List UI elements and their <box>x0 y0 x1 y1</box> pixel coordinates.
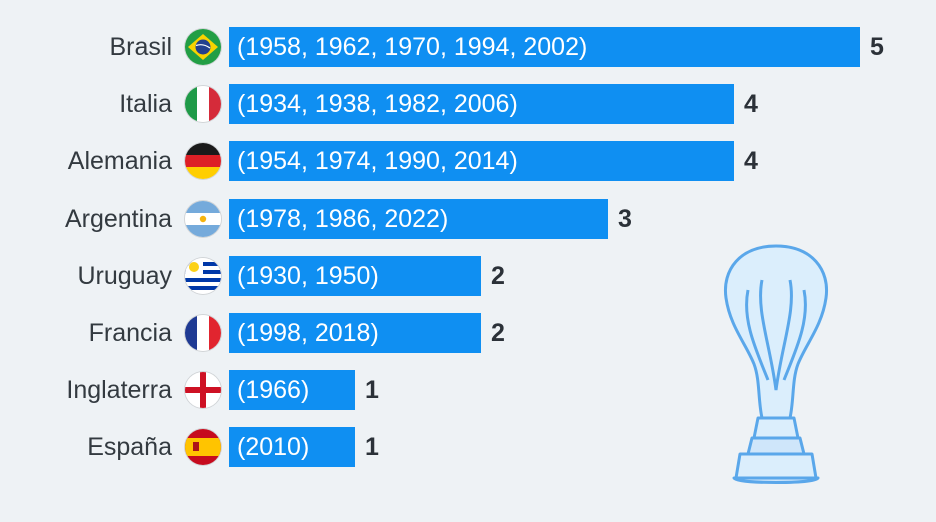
country-label-italia: Italia <box>119 90 172 118</box>
bar-francia: (1998, 2018) <box>229 313 481 353</box>
england-flag-icon <box>185 372 221 408</box>
value-label-uruguay: 2 <box>491 262 505 290</box>
world-cup-trophy-icon <box>723 244 829 484</box>
bar-inglaterra: (1966) <box>229 370 355 410</box>
value-label-francia: 2 <box>491 319 505 347</box>
country-label-argentina: Argentina <box>64 205 172 233</box>
uruguay-flag-icon <box>185 258 221 294</box>
bar-years-label: (1954, 1974, 1990, 2014) <box>237 147 518 175</box>
country-label-espana: España <box>87 433 172 461</box>
country-label-francia: Francia <box>88 319 172 347</box>
bar-years-label: (1966) <box>237 376 310 404</box>
bar-argentina: (1978, 1986, 2022) <box>229 199 608 239</box>
value-label-brasil: 5 <box>870 33 884 61</box>
italy-flag-icon <box>185 86 221 122</box>
bar-years-label: (1958, 1962, 1970, 1994, 2002) <box>237 33 588 61</box>
bar-years-label: (1930, 1950) <box>237 262 379 290</box>
argentina-flag-icon <box>185 201 221 237</box>
bar-espana: (2010) <box>229 427 355 467</box>
bar-years-label: (2010) <box>237 433 310 461</box>
value-label-alemania: 4 <box>744 147 758 175</box>
brazil-flag-icon <box>185 29 221 65</box>
bar-uruguay: (1930, 1950) <box>229 256 481 296</box>
country-label-inglaterra: Inglaterra <box>66 376 172 404</box>
country-label-uruguay: Uruguay <box>77 262 173 290</box>
value-label-argentina: 3 <box>618 205 632 233</box>
germany-flag-icon <box>185 143 221 179</box>
country-label-alemania: Alemania <box>67 147 172 175</box>
france-flag-icon <box>185 315 221 351</box>
value-label-espana: 1 <box>365 433 379 461</box>
value-label-italia: 4 <box>744 90 758 118</box>
value-label-inglaterra: 1 <box>365 376 379 404</box>
spain-flag-icon <box>185 429 221 465</box>
bar-years-label: (1934, 1938, 1982, 2006) <box>237 90 518 118</box>
country-label-brasil: Brasil <box>109 33 172 61</box>
bar-italia: (1934, 1938, 1982, 2006) <box>229 84 734 124</box>
bar-brasil: (1958, 1962, 1970, 1994, 2002) <box>229 27 860 67</box>
bar-years-label: (1998, 2018) <box>237 319 379 347</box>
bar-alemania: (1954, 1974, 1990, 2014) <box>229 141 734 181</box>
bar-years-label: (1978, 1986, 2022) <box>237 205 449 233</box>
